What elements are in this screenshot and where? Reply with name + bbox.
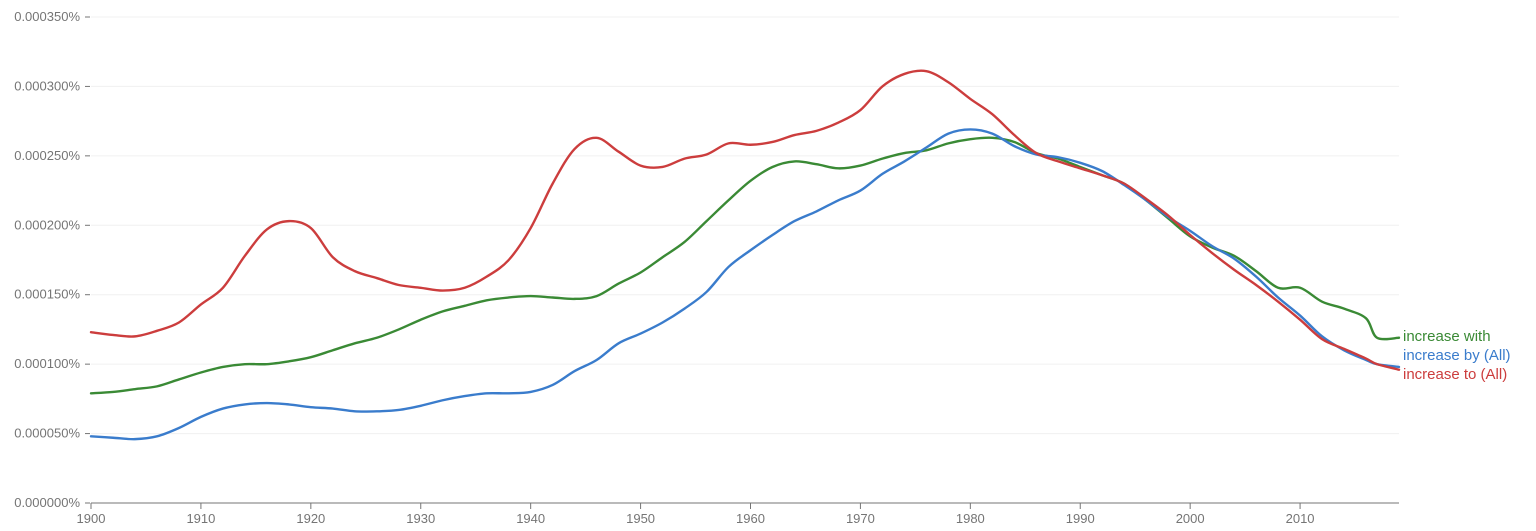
x-tick-label: 1930	[406, 511, 435, 526]
x-tick-label: 1900	[77, 511, 106, 526]
y-tick-label: 0.000050%	[14, 426, 80, 441]
y-tick-label: 0.000300%	[14, 78, 80, 93]
x-tick-label: 1960	[736, 511, 765, 526]
series-line-increase-by[interactable]	[89, 128, 1401, 441]
x-tick-label: 1950	[626, 511, 655, 526]
y-tick-label: 0.000100%	[14, 356, 80, 371]
series-lines	[89, 69, 1401, 441]
y-tick-label: 0.000350%	[14, 9, 80, 24]
x-tick-label: 1970	[846, 511, 875, 526]
legend-label-increase-by[interactable]: increase by (All)	[1403, 347, 1511, 364]
gridlines	[91, 16, 1399, 435]
y-tick-label: 0.000250%	[14, 148, 80, 163]
x-tick-label: 1920	[296, 511, 325, 526]
y-tick-label: 0.000150%	[14, 287, 80, 302]
x-tick-label: 1910	[186, 511, 215, 526]
x-tick-label: 1980	[956, 511, 985, 526]
legend-label-increase-with[interactable]: increase with	[1403, 328, 1491, 345]
x-tick-label: 2010	[1286, 511, 1315, 526]
series-line-increase-to[interactable]	[89, 69, 1401, 371]
series-line-increase-with[interactable]	[89, 136, 1401, 395]
legend-label-increase-to[interactable]: increase to (All)	[1403, 366, 1507, 383]
x-tick-label: 1990	[1066, 511, 1095, 526]
x-tick-label: 2000	[1176, 511, 1205, 526]
y-tick-label: 0.000200%	[14, 217, 80, 232]
x-tick-label: 1940	[516, 511, 545, 526]
y-tick-label: 0.000000%	[14, 495, 80, 510]
axes: 0.000000% 0.000050% 0.000100% 0.000150% 0.00…	[14, 9, 1399, 526]
legend: increase with increase by (All) increase t…	[1403, 328, 1511, 383]
